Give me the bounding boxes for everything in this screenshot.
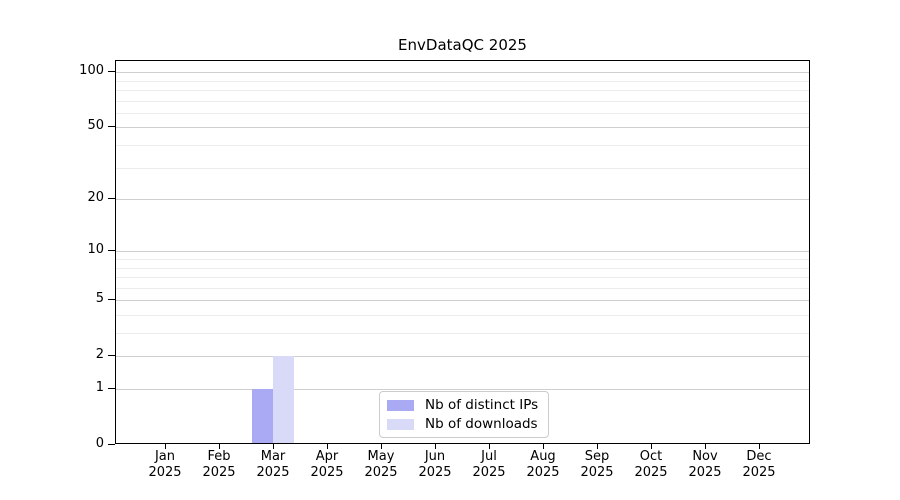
gridline bbox=[116, 315, 809, 316]
x-tick-mark bbox=[705, 444, 706, 449]
y-tick-mark bbox=[108, 198, 115, 200]
gridline bbox=[116, 72, 809, 74]
x-tick-mark bbox=[435, 444, 436, 449]
gridline bbox=[116, 251, 809, 253]
y-tick-label: 10 bbox=[87, 242, 104, 258]
gridline bbox=[116, 167, 809, 169]
legend-item-downloads: Nb of downloads bbox=[387, 416, 538, 432]
gridline bbox=[116, 80, 809, 82]
y-tick-label: 100 bbox=[79, 63, 104, 79]
y-tick-label: 2 bbox=[95, 347, 104, 363]
y-tick-mark bbox=[108, 299, 115, 301]
y-tick-label: 50 bbox=[87, 118, 104, 134]
x-tick-label: May 2025 bbox=[364, 449, 398, 480]
x-tick-label: Nov 2025 bbox=[688, 449, 722, 480]
x-tick-mark bbox=[651, 444, 652, 449]
y-tick-mark bbox=[108, 444, 115, 445]
y-tick-mark bbox=[108, 250, 115, 252]
chart-title: EnvDataQC 2025 bbox=[398, 36, 527, 54]
x-tick-mark bbox=[273, 444, 274, 449]
bar-nb-of-distinct-ips bbox=[252, 389, 273, 443]
legend-label: Nb of downloads bbox=[425, 416, 538, 432]
x-tick-mark bbox=[597, 444, 598, 449]
gridline bbox=[116, 259, 809, 260]
legend-item-distinct-ips: Nb of distinct IPs bbox=[387, 397, 538, 413]
gridline bbox=[116, 300, 809, 302]
gridline bbox=[116, 267, 809, 269]
y-tick-label: 1 bbox=[95, 380, 104, 395]
x-tick-label: Oct 2025 bbox=[634, 449, 668, 480]
legend-label: Nb of distinct IPs bbox=[425, 397, 539, 413]
x-tick-mark bbox=[327, 444, 328, 449]
y-tick-label: 5 bbox=[95, 291, 104, 307]
x-tick-label: Dec 2025 bbox=[742, 449, 776, 480]
gridline bbox=[116, 277, 809, 278]
x-tick-mark bbox=[381, 444, 382, 449]
y-tick-label: 20 bbox=[87, 190, 104, 206]
gridline bbox=[116, 333, 809, 334]
x-tick-label: Jun 2025 bbox=[418, 449, 452, 480]
plot-area: Nb of distinct IPs Nb of downloads bbox=[115, 60, 810, 444]
y-tick-label: 0 bbox=[95, 436, 104, 451]
gridline bbox=[116, 127, 809, 129]
x-tick-mark bbox=[543, 444, 544, 449]
x-tick-label: Apr 2025 bbox=[310, 449, 344, 480]
x-tick-mark bbox=[759, 444, 760, 449]
x-tick-label: Mar 2025 bbox=[256, 449, 290, 480]
y-tick-mark bbox=[108, 355, 115, 357]
x-tick-label: Sep 2025 bbox=[580, 449, 614, 480]
gridline bbox=[116, 356, 809, 358]
x-tick-label: Jul 2025 bbox=[472, 449, 506, 480]
gridline bbox=[116, 287, 809, 289]
y-tick-mark bbox=[108, 126, 115, 128]
gridline bbox=[116, 389, 809, 390]
bar-nb-of-downloads bbox=[273, 356, 294, 443]
gridline bbox=[116, 112, 809, 114]
gridline bbox=[116, 100, 809, 102]
gridline bbox=[116, 145, 809, 146]
x-tick-label: Aug 2025 bbox=[526, 449, 560, 480]
x-tick-label: Feb 2025 bbox=[202, 449, 236, 480]
y-tick-mark bbox=[108, 71, 115, 73]
x-tick-mark bbox=[489, 444, 490, 449]
x-tick-mark bbox=[165, 444, 166, 449]
legend: Nb of distinct IPs Nb of downloads bbox=[379, 391, 550, 438]
gridline bbox=[116, 90, 809, 91]
x-tick-mark bbox=[219, 444, 220, 449]
gridline bbox=[116, 199, 809, 201]
legend-swatch-distinct-ips bbox=[387, 399, 414, 411]
y-tick-mark bbox=[108, 388, 115, 389]
x-tick-label: Jan 2025 bbox=[148, 449, 182, 480]
legend-swatch-downloads bbox=[387, 418, 414, 430]
